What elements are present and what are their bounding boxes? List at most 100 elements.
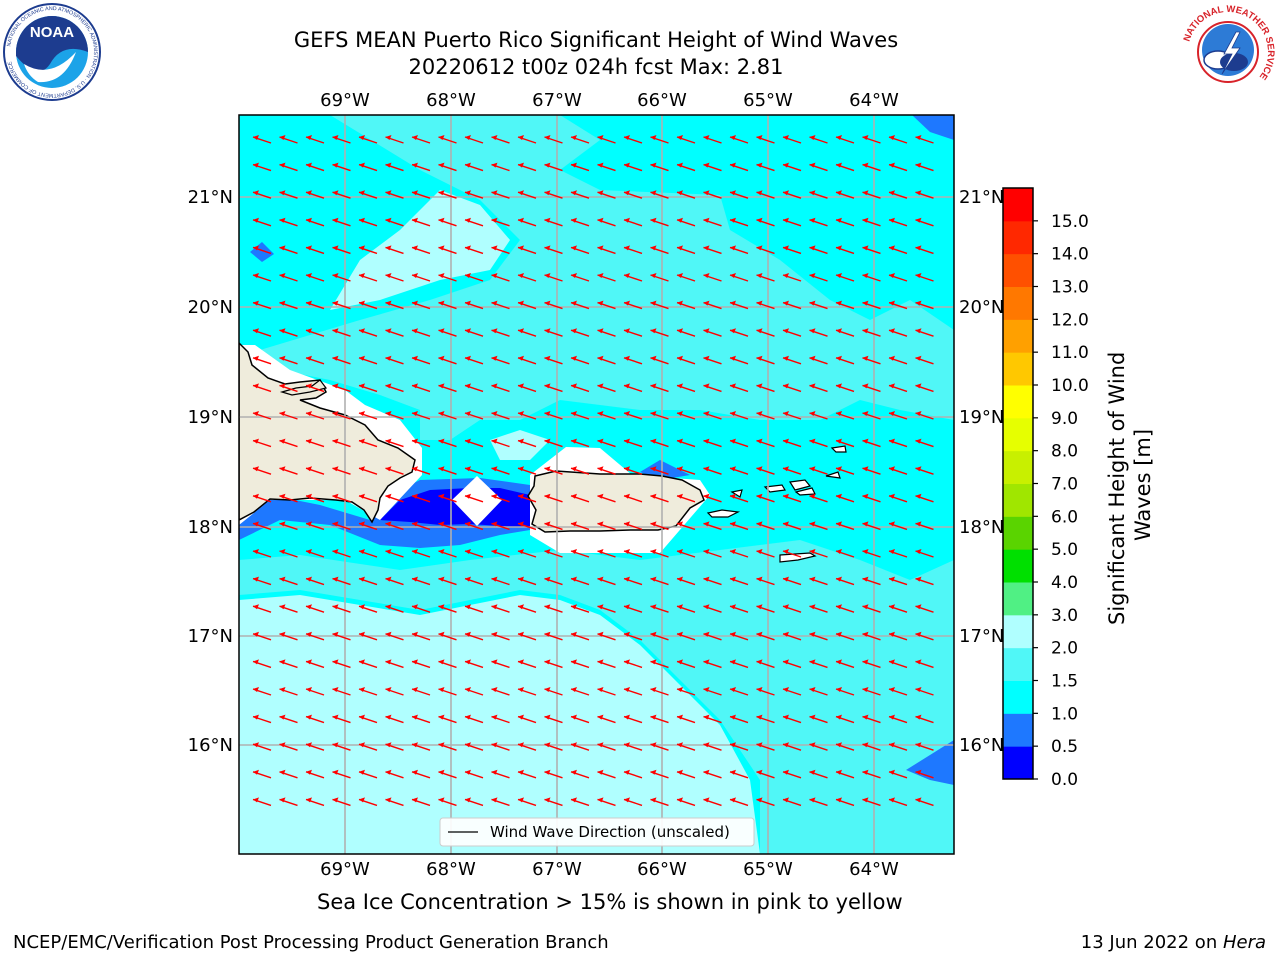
wind-arrow — [756, 245, 775, 255]
wind-arrow — [835, 466, 855, 475]
wind-arrow — [411, 576, 431, 586]
wind-arrow — [809, 162, 828, 172]
wind-arrow — [703, 521, 722, 531]
wind-arrow — [676, 190, 696, 199]
wind-arrow — [464, 355, 484, 365]
wind-arrow — [650, 769, 669, 779]
wind-arrow — [676, 466, 696, 475]
wind-arrow — [809, 797, 828, 807]
wind-arrow — [279, 687, 298, 696]
wind-arrow — [544, 742, 563, 751]
colorbar-segment — [1003, 483, 1033, 517]
wind-arrow — [385, 383, 404, 393]
wind-arrow — [888, 797, 908, 807]
wind-arrow — [835, 687, 855, 696]
wind-arrow — [305, 549, 325, 558]
wind-arrow — [517, 549, 537, 558]
wind-arrow — [491, 631, 510, 641]
wind-arrow — [756, 135, 775, 144]
wind-arrow — [305, 521, 325, 531]
wind-arrow — [491, 383, 510, 393]
wind-arrow — [411, 438, 431, 448]
wind-arrow — [385, 162, 404, 172]
wind-arrow — [570, 742, 590, 751]
lat-label-left-2: 19°N — [188, 407, 233, 428]
wind-arrow — [835, 300, 855, 310]
wind-arrow — [517, 162, 537, 172]
wind-arrow — [491, 300, 510, 310]
wind-arrow — [623, 714, 643, 724]
wind-arrow — [756, 355, 775, 365]
wind-arrow — [252, 135, 272, 144]
wind-arrow — [650, 797, 669, 807]
wind-arrow — [835, 521, 855, 531]
colorbar-frame — [1002, 187, 1034, 780]
wind-arrow — [305, 300, 325, 310]
wind-arrow — [676, 135, 696, 144]
lat-label-right-4: 17°N — [959, 626, 1004, 647]
lon-label-bottom-4: 65°W — [743, 859, 793, 880]
wind-arrow — [835, 659, 855, 669]
wind-arrow — [915, 687, 934, 696]
colorbar-tick-label: 1.5 — [1051, 672, 1078, 692]
wind-arrow — [570, 135, 590, 144]
wind-arrow — [305, 659, 325, 669]
wind-arrow — [385, 190, 404, 199]
wind-arrow — [570, 411, 590, 420]
wind-arrow — [623, 797, 643, 807]
wind-arrow — [809, 135, 828, 144]
wind-arrow — [888, 162, 908, 172]
wind-arrow — [252, 245, 272, 255]
wind-arrow — [888, 217, 908, 227]
wind-arrow — [464, 521, 484, 531]
wind-arrow — [676, 245, 696, 255]
wind-arrow — [252, 300, 272, 310]
wind-arrow — [888, 576, 908, 586]
wind-arrow — [544, 576, 563, 586]
wind-arrow — [703, 190, 722, 199]
wind-arrow — [438, 466, 457, 475]
longitude-labels-top: 69°W 68°W 67°W 66°W 65°W 64°W — [320, 90, 899, 111]
wind-arrow — [385, 300, 404, 310]
colorbar-tick-label: 1.0 — [1051, 704, 1078, 724]
wind-arrow — [597, 300, 616, 310]
wind-arrow — [544, 135, 563, 144]
legend-label: Wind Wave Direction (unscaled) — [490, 823, 730, 841]
wind-arrow — [438, 438, 457, 448]
wind-arrow — [676, 383, 696, 393]
colorbar-segment — [1003, 417, 1033, 452]
wind-arrow — [915, 245, 934, 255]
wind-arrow — [517, 493, 537, 503]
wind-arrow — [358, 604, 378, 613]
wind-arrow — [305, 190, 325, 199]
wind-arrow — [252, 273, 272, 282]
wind-arrow — [888, 328, 908, 337]
wind-arrow — [915, 742, 934, 751]
wind-arrow — [623, 521, 643, 531]
wind-arrow — [888, 411, 908, 420]
wind-arrow — [305, 328, 325, 337]
wind-arrow — [809, 466, 828, 475]
wind-arrow — [517, 631, 537, 641]
lat-label-right-3: 18°N — [959, 517, 1004, 538]
wind-arrow — [623, 631, 643, 641]
lat-label-right-2: 19°N — [959, 407, 1004, 428]
wind-arrow — [809, 576, 828, 586]
wind-arrow — [411, 217, 431, 227]
lat-label-right-5: 16°N — [959, 735, 1004, 756]
wind-arrow — [385, 493, 404, 503]
wind-arrow — [835, 411, 855, 420]
wind-arrow — [756, 383, 775, 393]
wind-arrow — [597, 659, 616, 669]
wind-arrow — [703, 273, 722, 282]
wind-arrow — [729, 714, 749, 724]
wind-arrow — [809, 687, 828, 696]
wind-arrow — [252, 162, 272, 172]
wind-arrow — [703, 769, 722, 779]
wind-arrow — [438, 604, 457, 613]
wind-arrow — [358, 162, 378, 172]
wind-arrow — [385, 273, 404, 282]
wind-arrow — [782, 659, 802, 669]
lon-label-top-3: 66°W — [637, 90, 687, 111]
wind-arrow — [782, 797, 802, 807]
